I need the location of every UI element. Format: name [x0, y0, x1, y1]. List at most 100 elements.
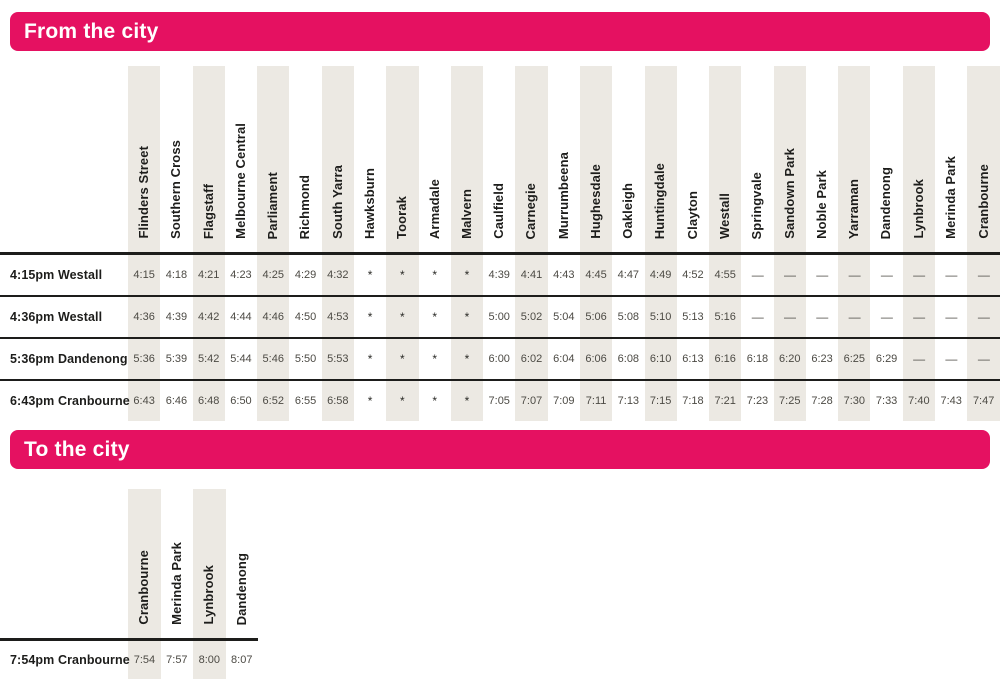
station-header: Merinda Park: [935, 66, 967, 254]
time-cell: 4:50: [289, 296, 321, 338]
skip-stop-cell: *: [386, 254, 418, 297]
skip-stop-cell: *: [419, 338, 451, 380]
time-cell: 4:53: [322, 296, 354, 338]
from-city-title: From the city: [24, 20, 158, 44]
station-name: Parliament: [266, 172, 280, 239]
time-cell: 5:08: [612, 296, 644, 338]
time-cell: 5:13: [677, 296, 709, 338]
skip-stop-cell: *: [419, 254, 451, 297]
no-service-cell: —: [741, 296, 773, 338]
to-city-header-bar: To the city: [10, 430, 990, 469]
skip-stop-cell: *: [451, 254, 483, 297]
time-cell: 6:55: [289, 380, 321, 421]
time-cell: 6:04: [548, 338, 580, 380]
station-header: Malvern: [451, 66, 483, 254]
time-cell: 5:00: [483, 296, 515, 338]
time-cell: 6:23: [806, 338, 838, 380]
header-corner-cell: [0, 489, 128, 640]
station-header: Springvale: [741, 66, 773, 254]
time-cell: 7:07: [515, 380, 547, 421]
time-cell: 8:07: [226, 640, 258, 679]
time-cell: 8:00: [193, 640, 225, 679]
time-cell: 6:00: [483, 338, 515, 380]
no-service-cell: —: [935, 338, 967, 380]
time-cell: 5:02: [515, 296, 547, 338]
station-header: Hughesdale: [580, 66, 612, 254]
time-cell: 4:47: [612, 254, 644, 297]
time-cell: 7:15: [645, 380, 677, 421]
time-cell: 4:39: [160, 296, 192, 338]
time-cell: 7:47: [967, 380, 1000, 421]
station-name: Toorak: [395, 196, 409, 239]
time-cell: 4:25: [257, 254, 289, 297]
time-cell: 4:44: [225, 296, 257, 338]
no-service-cell: —: [806, 254, 838, 297]
station-name: Merinda Park: [944, 156, 958, 239]
station-name: Dandenong: [235, 553, 249, 625]
time-cell: 7:23: [741, 380, 773, 421]
trip-label: 4:36pm Westall: [0, 296, 128, 338]
time-cell: 5:10: [645, 296, 677, 338]
time-cell: 4:21: [193, 254, 225, 297]
skip-stop-cell: *: [451, 296, 483, 338]
time-cell: 6:52: [257, 380, 289, 421]
station-name: South Yarra: [331, 165, 345, 239]
station-header: Clayton: [677, 66, 709, 254]
time-cell: 4:46: [257, 296, 289, 338]
station-header: Noble Park: [806, 66, 838, 254]
station-name: Dandenong: [879, 167, 893, 239]
trip-label: 4:15pm Westall: [0, 254, 128, 297]
station-header: Parliament: [257, 66, 289, 254]
station-header: Toorak: [386, 66, 418, 254]
time-cell: 7:13: [612, 380, 644, 421]
station-header: Dandenong: [870, 66, 902, 254]
station-header: Dandenong: [226, 489, 258, 640]
station-header: Melbourne Central: [225, 66, 257, 254]
time-cell: 5:42: [193, 338, 225, 380]
header-corner-cell: [0, 66, 128, 254]
skip-stop-cell: *: [354, 296, 386, 338]
time-cell: 7:05: [483, 380, 515, 421]
trip-label: 5:36pm Dandenong: [0, 338, 128, 380]
skip-stop-cell: *: [451, 380, 483, 421]
no-service-cell: —: [870, 296, 902, 338]
time-cell: 6:58: [322, 380, 354, 421]
time-cell: 7:21: [709, 380, 741, 421]
skip-stop-cell: *: [386, 380, 418, 421]
no-service-cell: —: [741, 254, 773, 297]
time-cell: 4:45: [580, 254, 612, 297]
time-cell: 7:54: [128, 640, 160, 679]
station-name: Richmond: [298, 175, 312, 239]
station-header: Hawksburn: [354, 66, 386, 254]
no-service-cell: —: [935, 296, 967, 338]
time-cell: 7:43: [935, 380, 967, 421]
time-cell: 4:15: [128, 254, 160, 297]
no-service-cell: —: [838, 254, 870, 297]
station-name: Carnegie: [524, 183, 538, 239]
station-name: Yarraman: [847, 179, 861, 239]
station-name: Cranbourne: [137, 550, 151, 625]
station-name: Springvale: [750, 172, 764, 239]
time-cell: 5:39: [160, 338, 192, 380]
time-cell: 6:46: [160, 380, 192, 421]
time-cell: 7:18: [677, 380, 709, 421]
time-cell: 7:30: [838, 380, 870, 421]
skip-stop-cell: *: [354, 380, 386, 421]
station-header: Armadale: [419, 66, 451, 254]
station-name: Flagstaff: [202, 184, 216, 239]
time-cell: 4:52: [677, 254, 709, 297]
station-header: Murrumbeena: [548, 66, 580, 254]
station-header: Carnegie: [515, 66, 547, 254]
no-service-cell: —: [935, 254, 967, 297]
station-name: Hughesdale: [589, 164, 603, 239]
skip-stop-cell: *: [354, 254, 386, 297]
no-service-cell: —: [806, 296, 838, 338]
trip-label: 6:43pm Cranbourne: [0, 380, 128, 421]
station-header: Lynbrook: [193, 489, 225, 640]
time-cell: 7:33: [870, 380, 902, 421]
